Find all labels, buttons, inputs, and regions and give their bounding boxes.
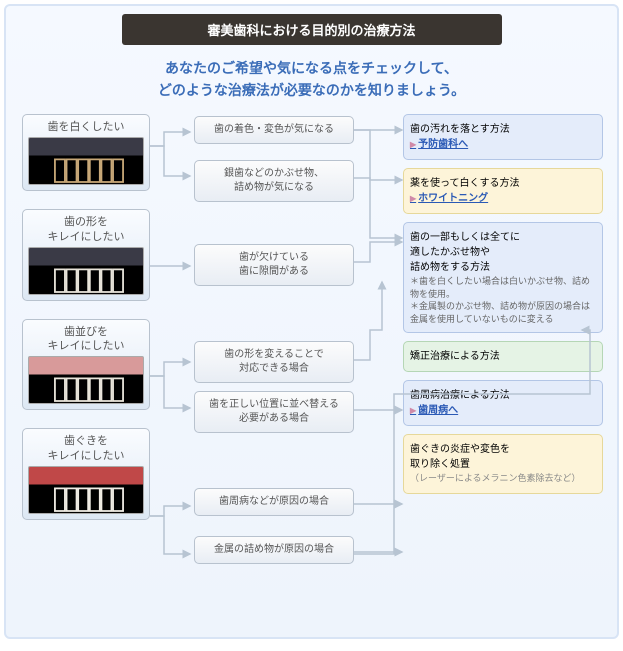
goal-box-2: 歯並びをキレイにしたい ▯▯▯▯▯▯ [22, 319, 150, 411]
result-box-3: 矯正治療による方法 [403, 341, 603, 372]
flowchart-container: 審美歯科における目的別の治療方法 あなたのご希望や気になる点をチェックして、 ど… [4, 4, 619, 639]
condition-box-0: 歯の着色・変色が気になる [194, 116, 354, 144]
condition-box-1: 銀歯などのかぶせ物、詰め物が気になる [194, 160, 354, 202]
result-title: 矯正治療による方法 [410, 349, 596, 364]
subtitle-line2: どのような治療法が必要なのかを知りましょう。 [158, 82, 465, 98]
goal-label: 歯を白くしたい [28, 120, 144, 134]
teeth-image: ▯▯▯▯▯▯ [28, 356, 144, 404]
condition-box-5: 歯周病などが原因の場合 [194, 488, 354, 516]
teeth-icon: ▯▯▯▯▯▯ [51, 371, 121, 403]
result-box-4: 歯周病治療による方法歯周病へ [403, 380, 603, 426]
result-box-1: 薬を使って白くする方法ホワイトニング [403, 168, 603, 214]
goal-label: 歯の形をキレイにしたい [28, 215, 144, 244]
goal-box-1: 歯の形をキレイにしたい ▯▯▯▯▯▯ [22, 209, 150, 301]
result-title: 歯ぐきの炎症や変色を取り除く処置 [410, 442, 596, 472]
teeth-icon: ▯▯▯▯▯▯ [51, 152, 121, 184]
result-title: 薬を使って白くする方法 [410, 176, 596, 191]
result-box-5: 歯ぐきの炎症や変色を取り除く処置（レーザーによるメラニン色素除去など） [403, 434, 603, 494]
teeth-icon: ▯▯▯▯▯▯ [51, 262, 121, 294]
teeth-image: ▯▯▯▯▯▯ [28, 247, 144, 295]
goal-box-0: 歯を白くしたい ▯▯▯▯▯▯ [22, 114, 150, 191]
teeth-image: ▯▯▯▯▯▯ [28, 137, 144, 185]
result-link[interactable]: 歯周病へ [410, 405, 458, 416]
result-note: ＊歯を白くしたい場合は白いかぶせ物、詰め物を使用。 [410, 275, 596, 300]
result-box-2: 歯の一部もしくは全てに適したかぶせ物や詰め物をする方法＊歯を白くしたい場合は白い… [403, 222, 603, 333]
condition-box-3: 歯の形を変えることで対応できる場合 [194, 341, 354, 383]
result-box-0: 歯の汚れを落とす方法予防歯科へ [403, 114, 603, 160]
result-link[interactable]: 予防歯科へ [410, 139, 468, 150]
teeth-image: ▯▯▯▯▯▯ [28, 466, 144, 514]
result-title: 歯の一部もしくは全てに適したかぶせ物や詰め物をする方法 [410, 230, 596, 275]
results-column: 歯の汚れを落とす方法予防歯科へ薬を使って白くする方法ホワイトニング歯の一部もしく… [403, 114, 603, 502]
goals-column: 歯を白くしたい▯▯▯▯▯▯歯の形をキレイにしたい▯▯▯▯▯▯歯並びをキレイにした… [22, 114, 150, 538]
result-note: ＊金属製のかぶせ物、詰め物が原因の場合は金属を使用していないものに変える [410, 300, 596, 325]
condition-box-4: 歯を正しい位置に並べ替える必要がある場合 [194, 391, 354, 433]
subtitle: あなたのご希望や気になる点をチェックして、 どのような治療法が必要なのかを知りま… [14, 57, 609, 102]
result-title: 歯の汚れを落とす方法 [410, 122, 596, 137]
subtitle-line1: あなたのご希望や気になる点をチェックして、 [165, 60, 458, 76]
goal-box-3: 歯ぐきをキレイにしたい ▯▯▯▯▯▯ [22, 428, 150, 520]
goal-label: 歯ぐきをキレイにしたい [28, 434, 144, 463]
page-title: 審美歯科における目的別の治療方法 [122, 14, 502, 45]
result-link[interactable]: ホワイトニング [410, 193, 488, 204]
condition-box-6: 金属の詰め物が原因の場合 [194, 536, 354, 564]
teeth-icon: ▯▯▯▯▯▯ [51, 481, 121, 513]
condition-box-2: 歯が欠けている歯に隙間がある [194, 244, 354, 286]
result-paren: （レーザーによるメラニン色素除去など） [410, 472, 596, 486]
result-title: 歯周病治療による方法 [410, 388, 596, 403]
goal-label: 歯並びをキレイにしたい [28, 325, 144, 354]
